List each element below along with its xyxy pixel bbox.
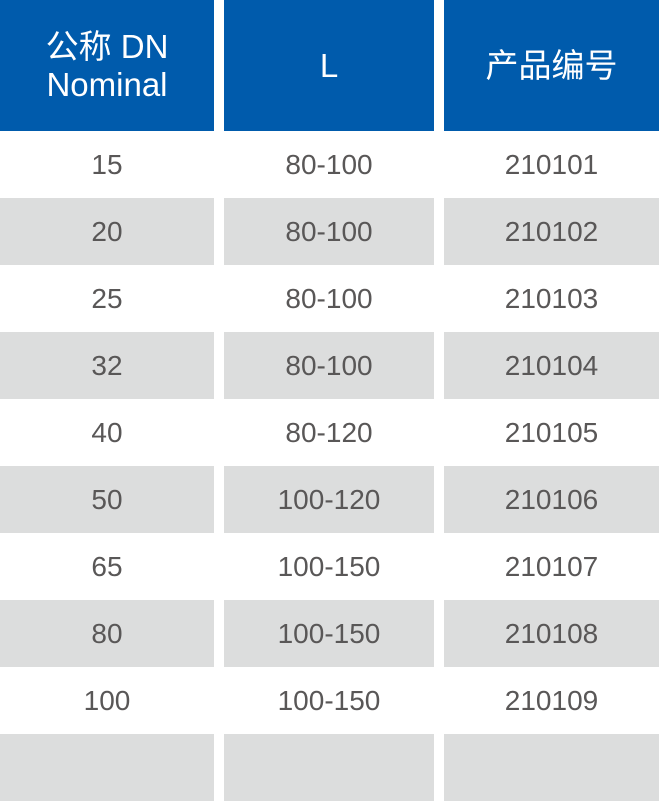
cell-length (224, 734, 434, 801)
cell-length: 100-150 (224, 600, 434, 667)
cell-length: 80-100 (285, 282, 373, 314)
cell-dn: 100 (83, 684, 131, 716)
cell-product-code: 210105 (504, 416, 599, 448)
cell-dn: 32 (0, 332, 214, 399)
header-product-code: 产品编号 (444, 0, 659, 131)
cell-dn: 20 (0, 198, 214, 265)
cell-product-code: 210101 (504, 148, 599, 180)
cell-length: 80-120 (285, 416, 373, 448)
table-header: 公称 DN Nominal L 产品编号 (0, 0, 659, 131)
table-row: 20 80-100 210102 (0, 198, 659, 265)
cell-product-code: 210107 (504, 550, 599, 582)
cell-length: 100-150 (277, 550, 381, 582)
cell-dn: 40 (91, 416, 123, 448)
cell-product-code (444, 734, 659, 801)
cell-product-code: 210103 (504, 282, 599, 314)
table-row: 80 100-150 210108 (0, 600, 659, 667)
header-length: L (224, 0, 434, 131)
header-nominal-dn: 公称 DN Nominal (0, 0, 214, 131)
table-row: 25 80-100 210103 (0, 265, 659, 332)
cell-length: 80-100 (285, 148, 373, 180)
header-nominal-dn-line1: 公称 DN (45, 27, 169, 65)
table-row: 32 80-100 210104 (0, 332, 659, 399)
cell-dn: 50 (0, 466, 214, 533)
table-row: 15 80-100 210101 (0, 131, 659, 198)
cell-dn: 80 (0, 600, 214, 667)
cell-length: 80-100 (224, 332, 434, 399)
cell-dn (0, 734, 214, 801)
cell-length: 80-100 (224, 198, 434, 265)
cell-dn: 15 (91, 148, 123, 180)
cell-product-code: 210102 (444, 198, 659, 265)
cell-dn: 65 (91, 550, 123, 582)
cell-product-code: 210109 (504, 684, 599, 716)
cell-length: 100-120 (224, 466, 434, 533)
cell-length: 100-150 (277, 684, 381, 716)
table-row: 50 100-120 210106 (0, 466, 659, 533)
cell-product-code: 210104 (444, 332, 659, 399)
header-nominal-dn-line2: Nominal (46, 65, 168, 103)
cell-product-code: 210108 (444, 600, 659, 667)
table-row: 65 100-150 210107 (0, 533, 659, 600)
cell-product-code: 210106 (444, 466, 659, 533)
table-row: 40 80-120 210105 (0, 399, 659, 466)
table-row: 100 100-150 210109 (0, 667, 659, 734)
cell-dn: 25 (91, 282, 123, 314)
table-row-partial (0, 734, 659, 801)
